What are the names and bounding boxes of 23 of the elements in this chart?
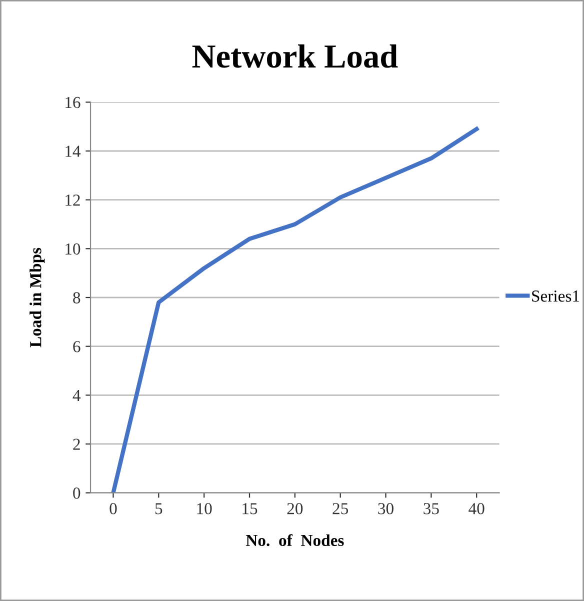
y-tick-label: 16 bbox=[66, 96, 80, 108]
y-tick-label: 0 bbox=[73, 488, 80, 499]
x-tick-label: 20 bbox=[287, 503, 303, 514]
y-axis-title: Load in Mbps bbox=[30, 248, 45, 348]
x-tick-label: 30 bbox=[378, 503, 394, 514]
line-series bbox=[111, 126, 479, 493]
legend-label: Series1 bbox=[532, 290, 580, 302]
y-tick-label: 4 bbox=[72, 390, 81, 401]
y-tick-label: 8 bbox=[73, 292, 80, 304]
chart-title: Network Load bbox=[192, 44, 398, 68]
y-tick-label: 6 bbox=[73, 341, 80, 352]
x-tick-label: 0 bbox=[110, 503, 117, 514]
y-tick-label: 2 bbox=[73, 438, 80, 450]
y-tick-label: 14 bbox=[66, 146, 81, 157]
x-tick-label: 5 bbox=[155, 503, 162, 514]
y-tick-label: 12 bbox=[66, 194, 80, 206]
x-tick-label: 35 bbox=[424, 503, 439, 514]
y-tick-label: 10 bbox=[66, 243, 80, 255]
x-tick-label: 15 bbox=[242, 503, 258, 514]
x-tick-label: 10 bbox=[197, 503, 212, 514]
x-axis-title: No. of Nodes bbox=[246, 534, 344, 546]
x-tick-label: 25 bbox=[332, 503, 348, 514]
x-tick-label: 40 bbox=[468, 503, 484, 514]
